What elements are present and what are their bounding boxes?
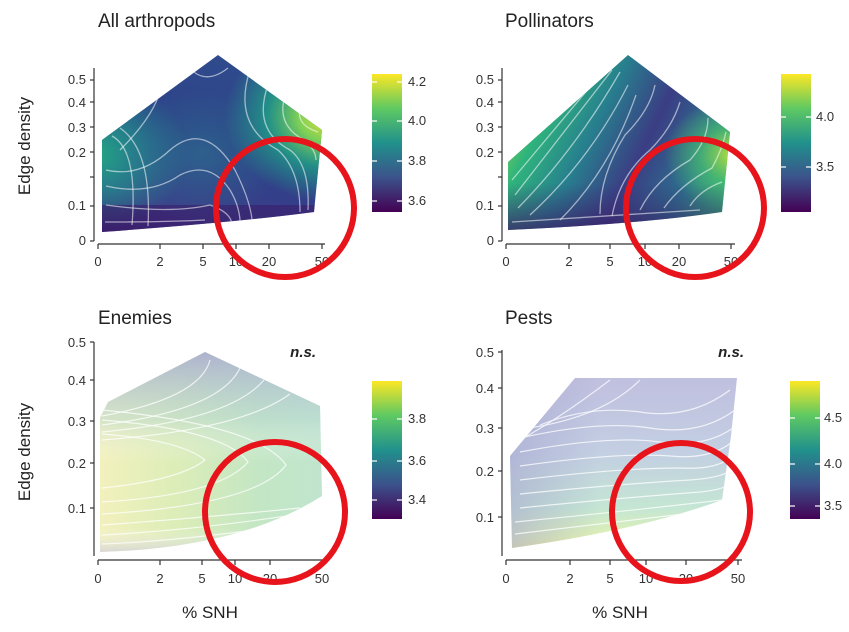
colorbar: 4.2 4.0 3.8 3.6 <box>372 74 426 212</box>
y-axis <box>90 342 94 556</box>
x-tick-label: 0 <box>502 254 509 269</box>
colorbar-tick-label: 3.6 <box>408 453 426 468</box>
panel-all-arthropods: All arthropods Edge density <box>15 11 426 277</box>
y-axis <box>498 350 502 556</box>
colorbar-tick-label: 3.5 <box>824 498 842 513</box>
panel-pests: Pests n.s. <box>476 308 842 622</box>
y-tick-label: 0.5 <box>68 72 86 87</box>
panel-title: Pollinators <box>505 11 594 32</box>
colorbar-tick-label: 4.0 <box>824 456 842 471</box>
y-tick-label: 0.4 <box>476 381 494 396</box>
x-tick-label: 20 <box>672 254 686 269</box>
y-tick-label: 0.4 <box>476 95 494 110</box>
y-tick-label: 0 <box>79 233 86 248</box>
colorbar-tick-label: 3.8 <box>408 411 426 426</box>
colorbar-gradient <box>781 74 811 212</box>
x-tick-label: 5 <box>198 571 205 586</box>
y-axis <box>90 68 94 241</box>
significance-annotation: n.s. <box>290 344 316 361</box>
colorbar-tick-label: 4.2 <box>408 74 426 89</box>
colorbar-tick-label: 3.4 <box>408 492 426 507</box>
y-tick-label: 0.3 <box>476 421 494 436</box>
colorbar-tick-label: 4.0 <box>408 113 426 128</box>
y-tick-label: 0.1 <box>68 198 86 213</box>
panel-title: All arthropods <box>98 11 215 32</box>
y-tick-label: 0.2 <box>476 145 494 160</box>
y-tick-label: 0.1 <box>476 198 494 213</box>
x-tick-label: 2 <box>565 254 572 269</box>
y-tick-label: 0.2 <box>476 464 494 479</box>
colorbar-tick-label: 4.0 <box>816 109 834 124</box>
panel-enemies: Enemies n.s. Edge density <box>15 308 426 622</box>
x-tick-label: 50 <box>731 571 745 586</box>
colorbar: 4.0 3.5 <box>781 74 834 212</box>
y-tick-label: 0.5 <box>68 335 86 350</box>
x-axis-label: % SNH <box>592 603 648 622</box>
y-axis-label: Edge density <box>15 402 34 501</box>
colorbar-tick-label: 3.8 <box>408 153 426 168</box>
x-tick-label: 2 <box>156 571 163 586</box>
y-tick-label: 0.5 <box>476 345 494 360</box>
y-axis-label: Edge density <box>15 96 34 195</box>
x-tick-label: 2 <box>156 254 163 269</box>
y-tick-label: 0.3 <box>68 414 86 429</box>
panel-title: Enemies <box>98 308 172 329</box>
y-axis <box>498 68 502 241</box>
y-tick-label: 0 <box>487 233 494 248</box>
y-tick-label: 0.5 <box>476 72 494 87</box>
colorbar-tick-label: 3.5 <box>816 159 834 174</box>
contour-surface <box>95 345 330 560</box>
x-tick-label: 2 <box>566 571 573 586</box>
colorbar-gradient <box>372 74 402 212</box>
y-tick-label: 0.1 <box>68 501 86 516</box>
colorbar-gradient <box>790 381 820 519</box>
x-axis <box>98 244 325 249</box>
colorbar: 3.8 3.6 3.4 <box>372 381 426 519</box>
y-tick-label: 0.1 <box>476 510 494 525</box>
x-tick-label: 5 <box>606 254 613 269</box>
x-axis <box>506 244 735 249</box>
y-tick-label: 0.3 <box>476 120 494 135</box>
contour-surface <box>95 50 330 240</box>
y-tick-label: 0.2 <box>68 456 86 471</box>
colorbar-gradient <box>372 381 402 519</box>
panel-title: Pests <box>505 308 553 329</box>
x-axis <box>98 560 325 565</box>
colorbar: 4.5 4.0 3.5 <box>790 381 842 519</box>
y-tick-label: 0.4 <box>68 373 86 388</box>
colorbar-tick-label: 3.6 <box>408 193 426 208</box>
x-tick-label: 50 <box>315 571 329 586</box>
x-tick-label: 20 <box>262 254 276 269</box>
colorbar-tick-label: 4.5 <box>824 410 842 425</box>
panel-pollinators: Pollinators <box>476 11 834 277</box>
y-tick-label: 0.3 <box>68 120 86 135</box>
significance-annotation: n.s. <box>718 344 744 361</box>
x-tick-label: 0 <box>502 571 509 586</box>
contour-surface <box>505 370 745 555</box>
x-axis-label: % SNH <box>182 603 238 622</box>
x-tick-label: 5 <box>199 254 206 269</box>
y-tick-label: 0.2 <box>68 145 86 160</box>
y-tick-label: 0.4 <box>68 95 86 110</box>
x-tick-label: 0 <box>94 254 101 269</box>
x-tick-label: 5 <box>606 571 613 586</box>
x-tick-label: 0 <box>94 571 101 586</box>
x-axis <box>506 560 742 565</box>
contour-surface <box>500 50 735 240</box>
